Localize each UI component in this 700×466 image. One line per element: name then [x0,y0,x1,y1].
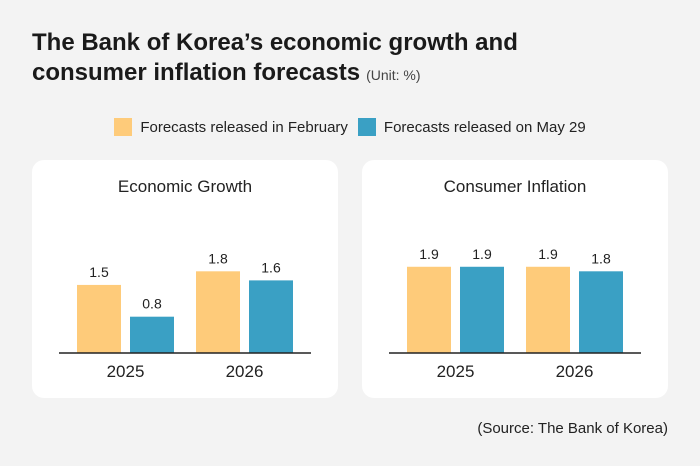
x-tick-label-2025: 2025 [107,362,145,381]
legend-item-may: Forecasts released on May 29 [357,118,586,136]
bar-2026-may [249,280,293,353]
title-line-1: The Bank of Korea’s economic growth and [32,29,518,56]
legend-item-february: Forecasts released in February [114,118,348,136]
legend: Forecasts released in February Forecasts… [0,118,700,136]
bar-2026-may [579,271,623,353]
economic-growth-chart: Economic Growth 1.5 0.8 2025 1.8 1.6 2026 [59,177,311,381]
bar-2025-february [77,284,121,353]
title-line-2: consumer inflation forecasts [32,59,361,86]
data-label-2025-may: 0.8 [142,296,162,312]
panel-economic-growth: Economic Growth 1.5 0.8 2025 1.8 1.6 2026 [32,160,338,398]
chart-title: The Bank of Korea’s economic growth and … [32,28,518,90]
consumer-inflation-chart: Consumer Inflation 1.9 1.9 2025 1.9 1.8 2026 [389,177,641,381]
panel-consumer-inflation: Consumer Inflation 1.9 1.9 2025 1.9 1.8 2026 [362,160,668,398]
x-tick-label-2026: 2026 [226,362,264,381]
panel-title: Economic Growth [118,177,252,196]
panel-title: Consumer Inflation [444,177,587,196]
data-label-2025-february: 1.5 [89,264,109,280]
legend-swatch-may [357,118,376,136]
bar-2025-may [460,266,504,353]
data-label-2025-may: 1.9 [472,246,492,262]
bar-2025-may [130,316,174,353]
data-label-2026-may: 1.6 [261,259,281,275]
data-label-2026-may: 1.8 [591,250,611,266]
data-label-2026-february: 1.8 [208,250,228,266]
bar-2025-february [407,266,451,353]
x-tick-label-2025: 2025 [437,362,475,381]
source-note: (Source: The Bank of Korea) [477,420,668,437]
unit-label: (Unit: %) [366,67,421,83]
data-label-2026-february: 1.9 [538,246,558,262]
bar-2026-february [196,271,240,353]
legend-swatch-february [114,118,133,136]
data-label-2025-february: 1.9 [419,246,439,262]
legend-label-february: Forecasts released in February [140,118,348,136]
x-tick-label-2026: 2026 [556,362,594,381]
bar-2026-february [526,266,570,353]
legend-label-may: Forecasts released on May 29 [383,118,586,136]
